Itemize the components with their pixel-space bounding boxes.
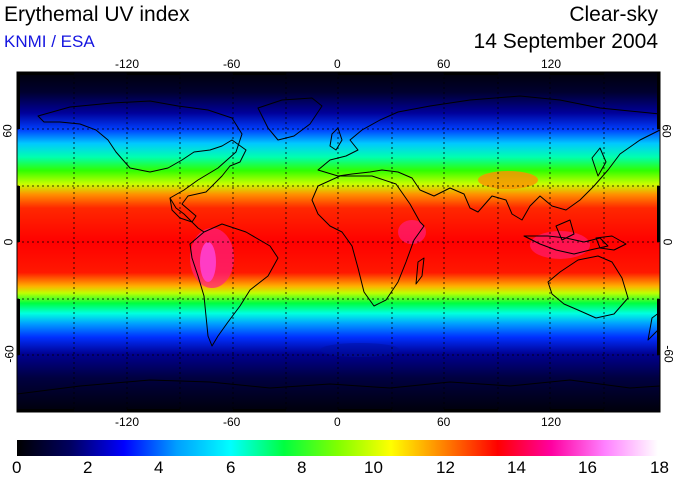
madagascar-coast bbox=[415, 257, 425, 285]
greenland-coast bbox=[257, 97, 323, 141]
colorbar-label-0: 0 bbox=[12, 458, 22, 477]
colorbar-label-16: 16 bbox=[578, 458, 597, 477]
borneo-coast bbox=[555, 219, 575, 241]
colorbar-label-12: 12 bbox=[436, 458, 455, 477]
australia-coast bbox=[547, 255, 629, 319]
bottom-bar-2 bbox=[127, 409, 180, 412]
tibet-high-uv bbox=[478, 171, 538, 189]
right-bar-3 bbox=[657, 299, 660, 355]
lat-tick-left-0: 0 bbox=[1, 238, 16, 246]
colorbar-label-2: 2 bbox=[83, 458, 93, 477]
colorbar-label-18: 18 bbox=[650, 458, 669, 477]
colorbar-label-4: 4 bbox=[154, 458, 164, 477]
lon-tick-top-120w: -120 bbox=[115, 57, 140, 71]
lat-tick-right-60s: -60 bbox=[661, 345, 676, 363]
maritime-continent-high-uv bbox=[530, 231, 590, 259]
graticule bbox=[17, 72, 660, 412]
top-bar-5 bbox=[444, 72, 498, 75]
right-bar-2 bbox=[657, 186, 660, 242]
left-bar-3 bbox=[17, 299, 20, 355]
bottom-bar-6 bbox=[550, 409, 604, 412]
right-bar-1 bbox=[657, 72, 660, 129]
colorbar-label-8: 8 bbox=[297, 458, 307, 477]
frame-tick-bars bbox=[17, 72, 660, 412]
top-bar-6 bbox=[550, 72, 604, 75]
credit-label: KNMI / ESA bbox=[4, 32, 95, 51]
lon-tick-top-0: 0 bbox=[334, 57, 341, 71]
coastlines bbox=[16, 95, 661, 395]
lat-tick-right-60n: 60 bbox=[659, 124, 674, 138]
bottom-bar-1 bbox=[17, 409, 74, 412]
left-bar-1 bbox=[17, 72, 20, 129]
south-america-coast bbox=[189, 223, 279, 347]
lon-tick-bottom-120w: -120 bbox=[115, 415, 140, 429]
sky-condition-label: Clear-sky bbox=[569, 3, 658, 26]
altiplano-peak-uv bbox=[200, 242, 216, 282]
lon-tick-top-60e: 60 bbox=[437, 57, 451, 71]
colorbar-label-14: 14 bbox=[507, 458, 526, 477]
lat-tick-left-60s: -60 bbox=[2, 345, 17, 363]
bottom-bar-4 bbox=[338, 409, 392, 412]
africa-coast bbox=[311, 175, 425, 307]
lat-tick-right-0: 0 bbox=[660, 238, 675, 246]
top-bar-3 bbox=[233, 72, 286, 75]
north-america-coast bbox=[37, 100, 247, 223]
lat-tick-left-60n: 60 bbox=[0, 124, 15, 138]
central-america-coast bbox=[169, 197, 205, 233]
colorbar-label-10: 10 bbox=[364, 458, 383, 477]
southern-ocean-low-uv bbox=[320, 343, 400, 357]
bottom-bar-5 bbox=[444, 409, 498, 412]
lon-tick-bottom-60e: 60 bbox=[437, 415, 451, 429]
left-bar-2 bbox=[17, 186, 20, 242]
top-bar-4 bbox=[338, 72, 392, 75]
new-guinea-coast bbox=[595, 235, 627, 251]
antarctica-coast bbox=[16, 379, 661, 395]
indonesia-coast bbox=[523, 235, 609, 255]
map-title: Erythemal UV index bbox=[4, 3, 190, 26]
europe-asia-coast bbox=[317, 95, 661, 221]
colorbar-label-6: 6 bbox=[226, 458, 236, 477]
bottom-bar-3 bbox=[233, 409, 286, 412]
east-africa-high-uv bbox=[398, 220, 426, 244]
japan-coast bbox=[591, 147, 607, 177]
date-label: 14 September 2004 bbox=[473, 30, 658, 53]
map-frame bbox=[16, 71, 661, 413]
lon-tick-bottom-120e: 120 bbox=[541, 415, 562, 429]
lon-tick-top-120e: 120 bbox=[541, 57, 562, 71]
lon-tick-bottom-60w: -60 bbox=[223, 415, 241, 429]
lon-tick-bottom-0: 0 bbox=[334, 415, 341, 429]
lon-tick-top-60w: -60 bbox=[223, 57, 241, 71]
top-bar-2 bbox=[127, 72, 180, 75]
colorbar bbox=[17, 440, 658, 456]
top-bar-1 bbox=[17, 72, 74, 75]
